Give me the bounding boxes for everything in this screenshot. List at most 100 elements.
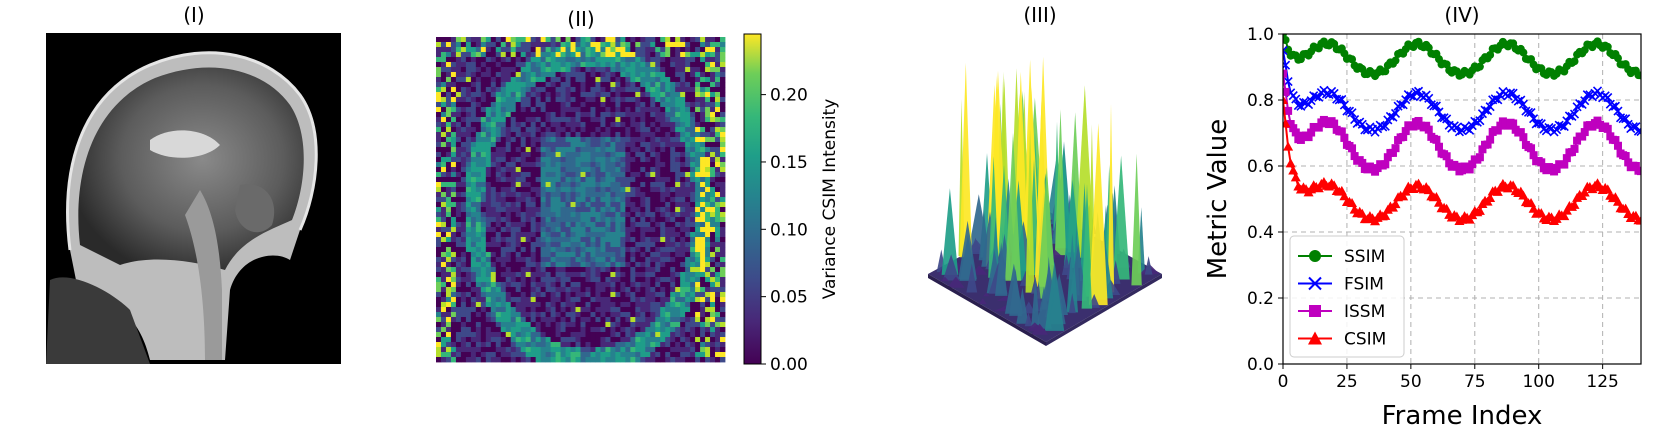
- data-point: [1388, 148, 1397, 157]
- data-point: [1434, 142, 1443, 151]
- data-point: [1623, 119, 1633, 129]
- data-point: [1467, 121, 1477, 131]
- colorbar-tick-label: 0.00: [770, 355, 808, 375]
- data-point: [1398, 191, 1409, 201]
- data-point: [1493, 126, 1502, 135]
- series-csim: [1283, 95, 1641, 226]
- data-point: [1385, 111, 1395, 121]
- colorbar-tick-label: 0.15: [770, 153, 808, 173]
- data-point: [1521, 106, 1531, 116]
- data-point: [1391, 144, 1400, 153]
- y-axis-label: Metric Value: [1203, 119, 1233, 280]
- data-point: [1306, 96, 1316, 106]
- data-point: [1559, 211, 1570, 221]
- data-point: [1452, 162, 1461, 171]
- data-point: [1340, 133, 1349, 142]
- data-point: [1569, 109, 1580, 119]
- data-point: [1380, 210, 1391, 220]
- legend-label: ISSM: [1344, 302, 1385, 322]
- data-point: [1283, 118, 1291, 128]
- data-point: [1403, 89, 1413, 100]
- y-tick-label: 0.8: [1247, 91, 1274, 111]
- data-point: [1390, 199, 1401, 209]
- data-point: [1513, 96, 1523, 106]
- data-point: [1468, 160, 1477, 169]
- data-point: [1283, 87, 1290, 96]
- series-ssim: [1283, 34, 1641, 81]
- data-point: [1378, 122, 1388, 132]
- data-point: [1383, 153, 1392, 162]
- legend-label: SSIM: [1344, 247, 1385, 267]
- data-point: [1291, 94, 1301, 104]
- data-point: [1283, 69, 1287, 78]
- data-point: [1465, 165, 1474, 174]
- data-point: [1432, 135, 1441, 144]
- data-point: [1400, 186, 1411, 196]
- series-fsim: [1283, 45, 1641, 137]
- data-point: [1636, 215, 1641, 225]
- series-issm: [1283, 69, 1641, 176]
- data-point: [1483, 106, 1493, 116]
- data-point: [1284, 106, 1293, 115]
- data-point: [1603, 42, 1612, 51]
- data-point: [1314, 92, 1324, 102]
- colorbar-tick-label: 0.05: [770, 288, 808, 308]
- data-point: [1358, 158, 1367, 167]
- data-point: [1570, 144, 1579, 153]
- legend-item-csim: CSIM: [1298, 330, 1386, 350]
- y-tick-label: 1.0: [1247, 25, 1274, 45]
- data-point: [1452, 122, 1462, 132]
- y-tick-label: 0.4: [1247, 223, 1274, 243]
- data-point: [1411, 87, 1421, 97]
- surface-plot-3d: [928, 56, 1162, 346]
- data-point: [1330, 119, 1339, 128]
- data-point: [1399, 132, 1408, 141]
- colorbar-gradient: [743, 33, 762, 365]
- legend-label: CSIM: [1344, 330, 1386, 350]
- colorbar-tick-label: 0.20: [770, 86, 808, 106]
- data-point: [1569, 199, 1580, 209]
- data-point: [1637, 167, 1641, 176]
- legend: SSIM FSIM ISSM CSIM: [1289, 235, 1405, 358]
- data-point: [1380, 121, 1390, 131]
- data-point: [1283, 60, 1291, 70]
- x-tick-label: 125: [1586, 372, 1618, 392]
- data-point: [1516, 128, 1525, 137]
- data-point: [1293, 100, 1303, 111]
- data-point: [1321, 89, 1332, 99]
- x-tick-label: 25: [1336, 372, 1358, 392]
- data-point: [1288, 165, 1299, 175]
- data-point: [1474, 205, 1485, 215]
- x-tick-label: 50: [1400, 372, 1422, 392]
- data-point: [1289, 124, 1298, 133]
- data-point: [1613, 141, 1622, 150]
- colorbar-label: Variance CSIM Intensity: [820, 99, 840, 300]
- data-point: [1431, 101, 1441, 111]
- x-tick-label: 0: [1278, 372, 1289, 392]
- data-point: [1575, 99, 1585, 109]
- data-point: [1442, 114, 1452, 124]
- data-point: [1291, 128, 1300, 137]
- y-tick-label: 0.0: [1247, 355, 1274, 375]
- data-point: [1347, 108, 1357, 118]
- data-point: [1480, 105, 1490, 115]
- data-point: [1624, 158, 1633, 167]
- plot-frame: [1282, 33, 1642, 365]
- data-point: [1296, 135, 1305, 144]
- data-point: [1348, 144, 1357, 153]
- metric-line-chart: 0 25 50 75 100 125 0.0 0.2 0.4 0.6 0.8 1.0 Frame In…: [1203, 25, 1642, 431]
- data-point: [1529, 151, 1538, 160]
- data-point: [1603, 92, 1613, 103]
- data-point: [1485, 102, 1495, 112]
- data-point: [1536, 119, 1546, 129]
- colorbar: 0.00 0.05 0.10 0.15 0.20 Variance CSIM Inten…: [743, 33, 840, 375]
- data-point: [1637, 71, 1641, 80]
- legend-item-ssim: SSIM: [1298, 247, 1385, 267]
- data-point: [1478, 145, 1487, 154]
- data-point: [1631, 162, 1640, 171]
- data-point: [1290, 172, 1301, 182]
- data-point: [1486, 50, 1495, 59]
- x-tick-label: 75: [1464, 372, 1486, 392]
- panel-1-title: (I): [183, 3, 205, 27]
- series-line: [1283, 99, 1641, 223]
